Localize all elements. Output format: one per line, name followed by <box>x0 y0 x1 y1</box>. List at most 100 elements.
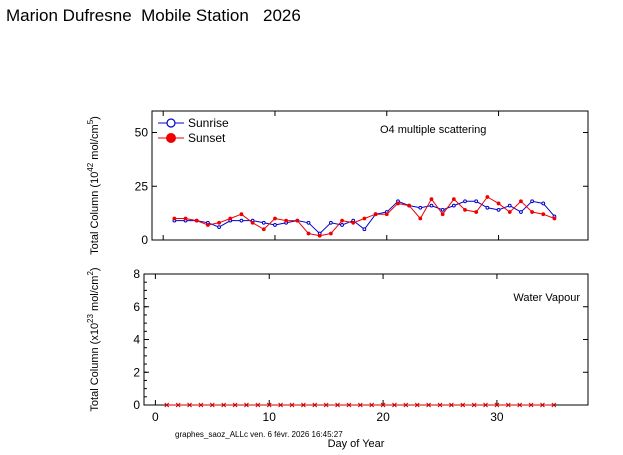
data-point <box>380 402 386 408</box>
data-point <box>306 231 311 236</box>
data-point <box>507 203 512 208</box>
data-point <box>396 201 400 206</box>
data-point <box>239 218 244 223</box>
panel-title-top: O4 multiple scattering <box>380 124 486 136</box>
x-tick-label: 0 <box>152 410 159 424</box>
data-point <box>460 402 466 408</box>
data-point <box>483 402 488 408</box>
data-point <box>528 402 534 408</box>
footer-timestamp: graphes_saoz_ALLc ven. 6 févr. 2026 16:4… <box>175 430 343 439</box>
data-point <box>449 402 454 408</box>
data-point <box>429 203 434 208</box>
data-point <box>278 402 283 408</box>
y-tick-label: 0 <box>133 398 140 412</box>
data-point <box>362 227 367 232</box>
y-axis-label-superscript: 5 <box>86 119 95 124</box>
y-axis-label-text: Total Column (x10 <box>89 323 101 412</box>
data-point <box>403 402 409 408</box>
data-point <box>517 402 523 408</box>
data-point <box>519 199 523 204</box>
data-point <box>407 203 412 208</box>
data-point <box>485 195 490 199</box>
data-point <box>519 210 523 214</box>
data-point <box>429 197 434 202</box>
data-point <box>496 208 501 212</box>
y-tick-label: 25 <box>135 179 149 193</box>
data-point <box>217 220 221 225</box>
y-axis-label-text: Total Column (10 <box>89 172 101 255</box>
data-point <box>507 210 512 214</box>
data-point <box>172 216 177 221</box>
data-point <box>335 402 340 408</box>
data-point <box>209 402 215 408</box>
legend-label-sunrise: Sunrise <box>188 116 229 130</box>
data-point <box>323 402 329 408</box>
data-point <box>551 402 557 408</box>
data-point <box>373 212 378 217</box>
data-point <box>471 402 477 408</box>
data-point <box>306 220 311 225</box>
data-point <box>496 201 501 206</box>
y-tick-label: 4 <box>133 333 140 347</box>
plot-frame-top <box>151 110 589 241</box>
data-point <box>273 223 277 227</box>
data-point <box>485 205 490 210</box>
data-point <box>250 220 255 225</box>
y-axis-label-text: ) <box>89 116 101 120</box>
legend-label-sunset: Sunset <box>188 131 226 145</box>
data-point <box>437 402 443 408</box>
y-axis-label-text: mol/cm <box>89 124 101 163</box>
data-point <box>540 402 545 408</box>
data-point <box>228 216 233 221</box>
data-point <box>301 402 306 408</box>
data-point <box>284 218 289 223</box>
y-tick-label: 6 <box>133 300 140 314</box>
data-point <box>474 199 479 204</box>
data-point <box>312 402 318 408</box>
data-point <box>221 402 227 408</box>
data-point <box>175 402 181 408</box>
y-axis-label-text: ) <box>89 267 101 271</box>
data-point <box>289 402 295 408</box>
y-axis-label-superscript: 42 <box>86 162 95 171</box>
data-point <box>392 402 397 408</box>
data-point <box>164 402 170 408</box>
y-axis-label-superscript: 23 <box>86 313 95 322</box>
data-point <box>261 227 266 232</box>
y-tick-label: 50 <box>135 126 149 140</box>
y-tick-label: 8 <box>133 267 140 281</box>
data-point <box>440 212 445 217</box>
data-point <box>426 402 431 408</box>
data-point <box>530 210 535 214</box>
data-point <box>183 216 188 221</box>
data-point <box>357 402 363 408</box>
data-point <box>346 402 352 408</box>
panel-title-bottom: Water Vapour <box>513 292 580 304</box>
y-axis-label-superscript: 2 <box>86 271 95 276</box>
data-point <box>261 220 266 225</box>
data-point <box>266 402 272 408</box>
data-point <box>414 402 420 408</box>
legend-marker <box>166 118 176 128</box>
data-point <box>273 216 277 221</box>
data-point <box>328 220 333 225</box>
x-tick-label: 20 <box>376 410 390 424</box>
data-point <box>198 402 204 408</box>
data-point <box>418 205 423 210</box>
data-point <box>194 218 199 223</box>
x-tick-label: 10 <box>263 410 277 424</box>
x-axis-label: Day of Year <box>328 438 385 450</box>
data-point <box>255 402 261 408</box>
data-point <box>418 216 423 221</box>
data-point <box>205 223 210 227</box>
data-point <box>217 225 221 230</box>
data-point <box>541 201 546 206</box>
data-point <box>295 218 300 223</box>
data-point <box>505 402 511 408</box>
data-point <box>440 208 445 212</box>
data-point <box>451 197 456 202</box>
data-point <box>541 212 546 217</box>
legend-marker <box>166 133 176 143</box>
